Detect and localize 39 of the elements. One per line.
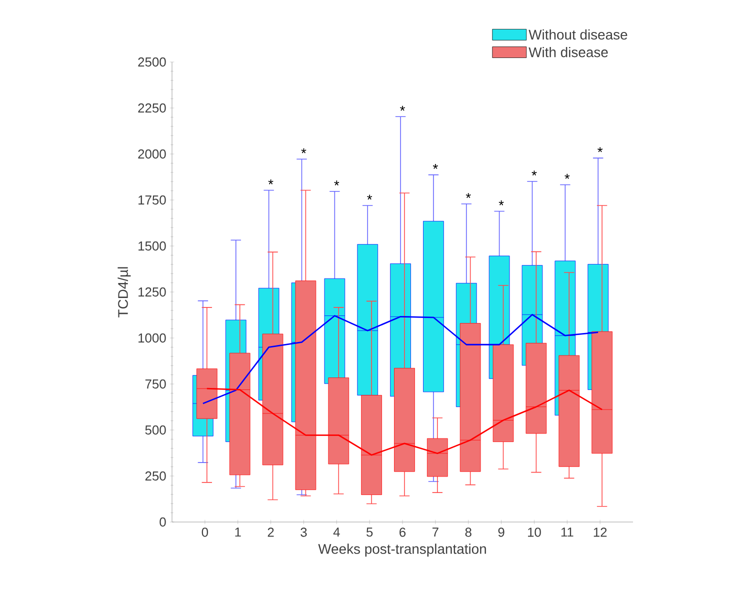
x-tick-label: 12 [594, 528, 607, 537]
x-tick-label: 9 [498, 528, 504, 537]
annotation: * [400, 106, 406, 111]
y-tick-label: 2000 [138, 149, 166, 159]
y-tick-label: 2500 [138, 57, 166, 67]
x-tick-label: 2 [268, 528, 274, 537]
y-tick-label: 750 [145, 379, 166, 389]
legend-label: With disease [528, 46, 608, 58]
y-tick-label: 0 [160, 517, 166, 527]
x-tick-label: 4 [333, 528, 340, 537]
y-tick-label: 1500 [138, 241, 166, 251]
annotation: * [301, 148, 306, 154]
x-tick-label: 8 [465, 528, 472, 537]
x-axis-title: Weeks post-transplantation [318, 544, 486, 557]
x-tick-label: 1 [235, 528, 241, 537]
legend-label: Without disease [528, 29, 628, 40]
x-tick-label: 5 [366, 528, 373, 537]
y-tick-label: 1250 [138, 287, 166, 297]
x-tick-label: 11 [561, 528, 574, 537]
annotation: * [466, 193, 471, 198]
y-tick-label: 2250 [138, 103, 166, 113]
annotation: * [367, 194, 372, 200]
x-tick-label: 10 [528, 528, 541, 537]
y-tick-label: 1000 [138, 333, 166, 343]
annotation: * [498, 200, 504, 206]
annotation: * [598, 147, 603, 152]
y-axis-title: TCD4/µl [118, 267, 131, 318]
y-tick-label: 500 [145, 425, 166, 435]
x-tick-label: 0 [202, 528, 208, 537]
y-tick-label: 1750 [138, 195, 166, 205]
annotation: * [532, 170, 537, 176]
annotation: * [268, 179, 274, 184]
annotation: * [432, 164, 438, 169]
x-tick-label: 6 [400, 528, 406, 537]
annotation: * [564, 174, 570, 179]
x-tick-label: 3 [300, 528, 307, 537]
annotation: * [334, 180, 340, 186]
y-tick-label: 250 [145, 471, 166, 481]
x-tick-label: 7 [432, 528, 438, 537]
